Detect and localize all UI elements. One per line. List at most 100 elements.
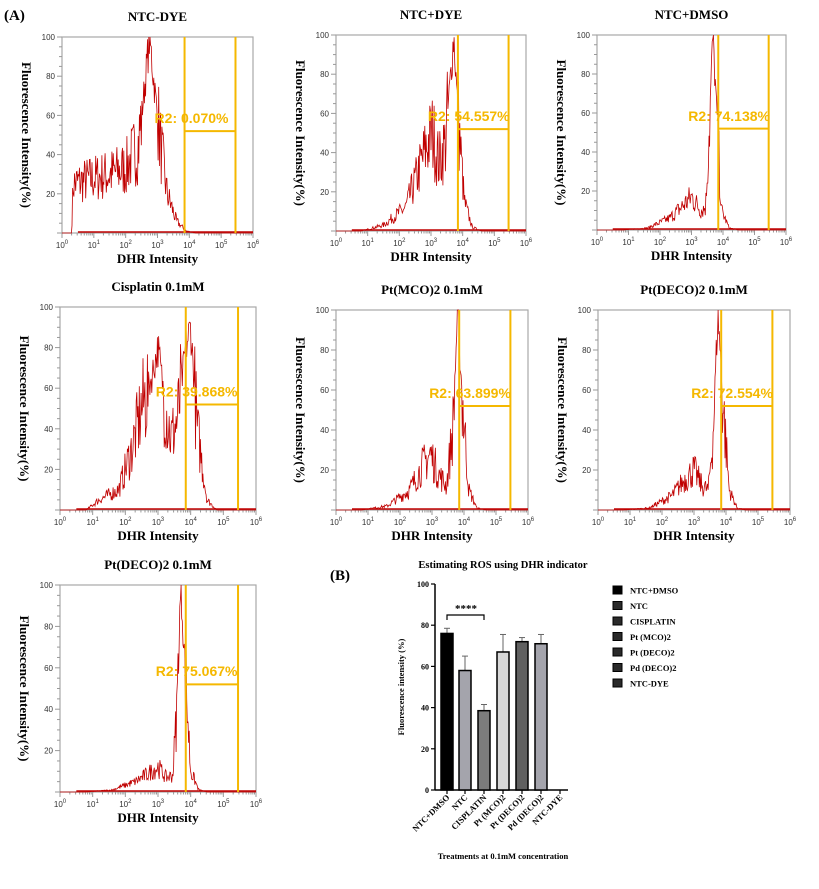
histogram-curve	[60, 321, 256, 511]
histogram-panel-6: 100 101 102 103 104 105 106	[592, 309, 797, 527]
y-tick-label: 40	[320, 426, 329, 435]
y-tick-label: 100	[42, 33, 56, 42]
legend-entry: Pt (DECO)2	[630, 648, 675, 658]
x-tick-label: 102	[654, 237, 667, 247]
plot-frame	[596, 34, 787, 231]
plot-frame	[59, 584, 257, 793]
bar-y-tick-label: 60	[421, 662, 429, 671]
y-tick-label: 40	[46, 151, 55, 160]
x-tick-label: 105	[748, 237, 761, 247]
y-tick-label: 20	[46, 190, 55, 199]
x-tick-label: 101	[362, 517, 375, 527]
y-tick-label: 40	[581, 148, 590, 157]
y-tick-label: 60	[582, 386, 591, 395]
histogram-panel-3: 100 101 102 103 104 105 106	[591, 34, 793, 247]
panel-title: NTC+DMSO	[655, 7, 729, 22]
bar-y-tick-label: 20	[421, 745, 429, 754]
y-tick-label: 40	[44, 425, 53, 434]
plot-frame	[335, 309, 529, 511]
x-tick-label: 106	[247, 240, 260, 250]
y-axis-label: Fluorescence Intensity(%)	[554, 60, 569, 206]
legend-entry: NTC-DYE	[630, 679, 669, 689]
x-tick-label: 103	[151, 240, 164, 250]
x-axis-label: DHR Intensity	[651, 248, 733, 263]
x-tick-label: 105	[490, 517, 503, 527]
bar-ntc	[458, 669, 472, 791]
gate-label: R2: 39.868%	[156, 383, 238, 399]
x-tick-label: 106	[784, 517, 797, 527]
y-tick-label: 80	[46, 72, 55, 81]
x-tick-label: 105	[215, 240, 228, 250]
panel-title: Pt(DECO)2 0.1mM	[104, 557, 212, 572]
histogram-panel-7: 100 101 102 103 104 105 106	[54, 584, 263, 809]
x-tick-label: 102	[119, 517, 132, 527]
x-tick-label: 101	[87, 517, 100, 527]
bar-ntc-dmso	[440, 632, 454, 791]
x-tick-label: 101	[362, 238, 375, 248]
y-tick-label: 100	[40, 303, 54, 312]
significance-stars: ****	[455, 603, 478, 615]
x-tick-label: 101	[622, 237, 635, 247]
y-axis-label: Fluorescence Intensity(%)	[293, 337, 308, 483]
x-tick-label: 104	[185, 517, 198, 527]
histogram-panel-2: 100 101 102 103 104 105 106	[330, 34, 533, 248]
y-tick-label: 80	[320, 346, 329, 355]
y-tick-label: 60	[320, 109, 329, 118]
x-tick-label: 104	[720, 517, 733, 527]
x-tick-label: 105	[488, 238, 501, 248]
x-tick-label: 105	[217, 799, 230, 809]
y-axis-label: Fluorescence Intensity(%)	[19, 62, 34, 208]
y-axis-label: Fluorescence Intensity(%)	[293, 60, 308, 206]
y-tick-label: 100	[40, 581, 54, 590]
bar-pt-deco-2	[515, 640, 529, 791]
x-tick-label: 102	[393, 238, 406, 248]
legend-entry: Pt (MCO)2	[630, 632, 671, 642]
x-tick-label: 102	[394, 517, 407, 527]
y-tick-label: 80	[581, 70, 590, 79]
y-tick-label: 100	[578, 306, 592, 315]
x-axis-label: DHR Intensity	[391, 528, 473, 543]
histogram-panel-5: 100 101 102 103 104 105 106	[330, 309, 535, 527]
legend-swatch	[612, 601, 623, 610]
histogram-curve	[60, 584, 256, 793]
panel-title: Pt(MCO)2 0.1mM	[381, 282, 483, 297]
x-tick-label: 103	[425, 238, 438, 248]
legend-entry: Pd (DECO)2	[630, 663, 677, 673]
bar-y-tick-label: 40	[421, 704, 429, 713]
y-tick-label: 40	[320, 149, 329, 158]
bar-pd-deco-2	[534, 642, 548, 791]
x-tick-label: 106	[522, 517, 535, 527]
gate-label: R2: 75.067%	[156, 663, 238, 679]
bar-x-tick-label: NTC+DMSO	[410, 792, 451, 833]
histogram-curve	[597, 34, 786, 231]
x-tick-label: 104	[458, 517, 471, 527]
x-tick-label: 102	[120, 240, 133, 250]
legend-swatch	[612, 616, 623, 626]
y-tick-label: 80	[44, 344, 53, 353]
legend-swatch	[612, 647, 623, 657]
histogram-panel-4: 100 101 102 103 104 105 106	[54, 306, 263, 527]
x-tick-label: 106	[250, 517, 263, 527]
bar-cisplatin	[477, 709, 491, 791]
legend-swatch	[612, 585, 623, 595]
x-tick-label: 103	[152, 517, 165, 527]
x-tick-label: 103	[152, 799, 165, 809]
x-tick-label: 100	[592, 517, 605, 527]
plot-frame	[59, 306, 257, 511]
panel-a-label: (A)	[4, 8, 25, 24]
x-tick-label: 104	[717, 237, 730, 247]
y-tick-label: 60	[44, 664, 53, 673]
y-tick-label: 60	[44, 384, 53, 393]
y-tick-label: 100	[316, 306, 330, 315]
x-tick-label: 103	[685, 237, 698, 247]
y-axis-label: Fluorescence Intensity(%)	[17, 616, 32, 762]
x-axis-label: DHR Intensity	[390, 249, 472, 264]
x-tick-label: 103	[426, 517, 439, 527]
y-tick-label: 80	[320, 70, 329, 79]
y-tick-label: 40	[582, 426, 591, 435]
x-tick-label: 101	[624, 517, 637, 527]
y-tick-label: 20	[582, 466, 591, 475]
panel-title: Pt(DECO)2 0.1mM	[640, 282, 748, 297]
panel-title: NTC+DYE	[400, 7, 462, 22]
